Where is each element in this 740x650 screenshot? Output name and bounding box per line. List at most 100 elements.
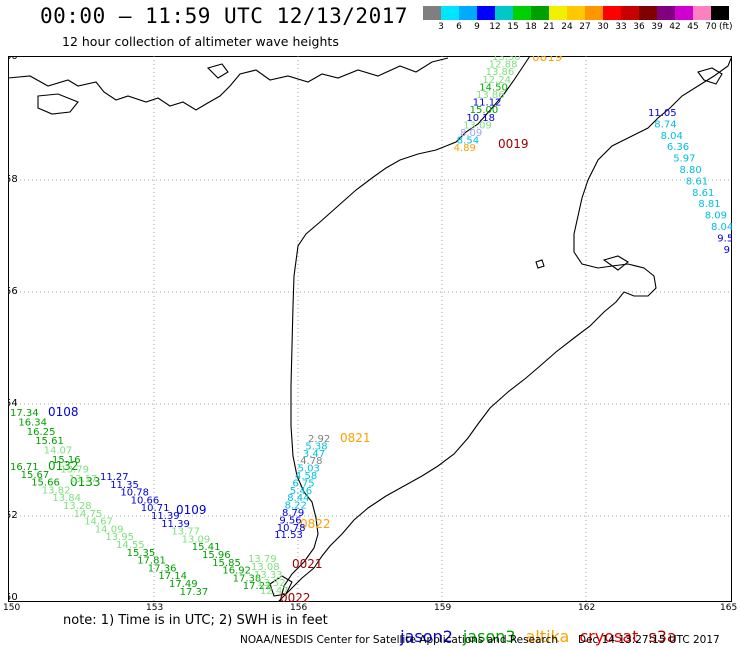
wave-height-value: 9.5 [717, 233, 732, 244]
map-border [8, 56, 732, 602]
wave-height-value: 10.18 [466, 113, 495, 124]
color-scale-swatch [441, 6, 460, 20]
wave-height-value: 5.38 [305, 441, 327, 452]
wave-height-value: 17.36 [148, 563, 177, 574]
lon-label: 156 [290, 603, 308, 613]
wave-height-value: 8.79 [282, 508, 304, 519]
wave-height-value: 4.89 [454, 143, 476, 154]
island-kuril [269, 575, 293, 597]
wave-height-value: 13.95 [105, 532, 134, 543]
color-scale-swatch [549, 6, 568, 20]
wave-height-value: 8.61 [686, 176, 708, 187]
wave-height-value: 3.47 [303, 449, 325, 460]
wave-height-value: 14.50 [479, 82, 508, 93]
wave-height-value: 8.04 [661, 131, 683, 142]
lon-label: 165 [720, 603, 738, 613]
color-scale-swatch [603, 6, 622, 20]
wave-height-value: 16.25 [27, 427, 56, 438]
color-scale-swatch [693, 6, 712, 20]
wave-height-value: 13.77 [171, 527, 200, 538]
wave-height-value: 10.78 [277, 523, 306, 534]
page-subtitle: 12 hour collection of altimeter wave hei… [62, 34, 339, 49]
lon-label: 150 [3, 603, 21, 613]
footer-credit: NOAA/NESDIS Center for Satellite Applica… [240, 634, 558, 646]
wave-height-value: 13.86 [486, 67, 515, 78]
wave-height-value: 11.05 [648, 108, 677, 119]
lat-label: 52 [8, 510, 18, 521]
wave-height-value: 8.04 [711, 222, 732, 233]
wave-height-value: 8.81 [698, 199, 720, 210]
wave-height-value: 6.36 [667, 142, 689, 153]
legend-altika: altika [525, 627, 570, 646]
wave-height-value: 8.54 [457, 136, 479, 147]
wave-height-value: 8.74 [654, 119, 676, 130]
color-scale-swatch [657, 6, 676, 20]
coastline-karaginsky [697, 67, 723, 85]
color-scale-tick: 27 [579, 22, 591, 32]
wave-height-value: 15.66 [31, 478, 60, 489]
wave-height-value: 8.61 [692, 188, 714, 199]
wave-height-value: 13.82 [42, 485, 71, 496]
coastline-magadan [8, 57, 449, 111]
wave-height-value: 16.34 [18, 417, 47, 428]
lat-label: 60 [8, 56, 18, 62]
color-scale-unit: (ft) [719, 22, 733, 32]
coastline-kamchatka-east [313, 56, 732, 569]
legend-s3a: s3a [648, 627, 677, 646]
lat-label: 50 [8, 592, 18, 602]
track-west-coast: 2.925.383.474.785.034.586.755.468.448.22… [274, 434, 330, 541]
wave-height-value: 13.86 [476, 90, 505, 101]
wave-height-value: 8.44 [287, 493, 309, 504]
wave-height-value: 15.61 [35, 436, 64, 447]
color-scale-swatch [513, 6, 532, 20]
track-northeast: 13.3012.8813.8612.2414.5013.8611.1215.00… [454, 56, 521, 154]
wave-height-value: 9.56 [279, 515, 301, 526]
pass-time-label: 0133 [70, 475, 101, 489]
wave-height-value: 5.03 [298, 464, 320, 475]
island-bays [602, 255, 629, 271]
color-scale-swatch [585, 6, 604, 20]
wave-height-value: 11.53 [274, 530, 303, 541]
wave-height-value: 8.80 [680, 165, 702, 176]
color-scale-swatch [531, 6, 550, 20]
wave-height-value: 17.14 [158, 571, 187, 582]
lat-label: 56 [8, 286, 18, 297]
lon-label: 162 [578, 603, 596, 613]
wave-height-value: 13.79 [248, 554, 277, 565]
color-scale-tick: 18 [525, 22, 537, 32]
color-scale-tick: 30 [597, 22, 609, 32]
wave-height-value: 14.55 [116, 540, 145, 551]
page-title: 00:00 – 11:59 UTC 12/13/2017 [40, 4, 409, 28]
coastline-lopatka [277, 567, 315, 602]
wave-height-value: 14.75 [74, 509, 103, 520]
wave-height-value: 10.66 [131, 495, 160, 506]
wave-height-value: 15.67 [21, 470, 50, 481]
latitude-labels: 60 58 56 54 52 50 [8, 56, 18, 602]
lat-label: 54 [8, 398, 18, 409]
wave-height-value: 9 [724, 245, 730, 256]
color-scale-swatch [477, 6, 496, 20]
wave-height-value: 14.09 [95, 524, 124, 535]
pass-labels: 0819 0019 0108 0132 0133 0109 0821 0822 … [48, 56, 563, 602]
color-scale-swatch [639, 6, 658, 20]
wave-height-value: 16.71 [10, 462, 39, 473]
pass-time-label: 0132 [48, 459, 79, 473]
legend-jason2: jason2 [400, 627, 453, 646]
pass-time-label: 0109 [176, 503, 207, 517]
color-scale-swatch [675, 6, 694, 20]
color-scale-tick: 6 [456, 22, 462, 32]
wave-height-value: 15.00 [470, 105, 499, 116]
wave-height-value: 15.41 [192, 542, 221, 553]
wave-height-value: 10.78 [120, 488, 149, 499]
wave-height-value: 14.67 [84, 517, 113, 528]
pass-time-label: 0022 [280, 591, 311, 602]
wave-height-value: 17.49 [169, 579, 198, 590]
island-yamsky [206, 63, 229, 79]
lon-label: 153 [146, 603, 164, 613]
wave-height-value: 15.96 [202, 550, 231, 561]
coastline-kamchatka-west [279, 56, 531, 602]
wave-height-value: 11.12 [473, 98, 502, 109]
satellite-legend: jason2 jason3 altika cryosat s3a [390, 608, 687, 646]
